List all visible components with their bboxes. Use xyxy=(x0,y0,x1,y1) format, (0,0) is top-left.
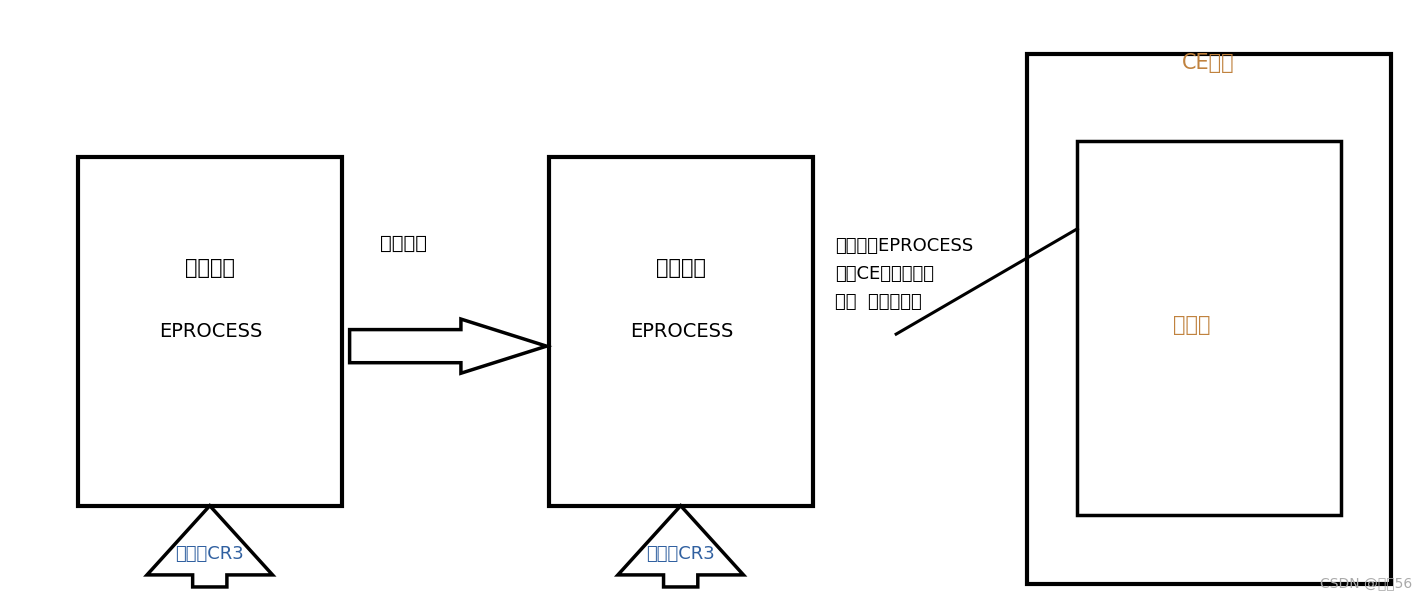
Polygon shape xyxy=(350,319,547,373)
Bar xyxy=(78,157,342,506)
Text: 复制一份: 复制一份 xyxy=(381,234,427,253)
Text: 把复制的EPROCESS
放到CE进程的句柄
表内  并修放权限: 把复制的EPROCESS 放到CE进程的句柄 表内 并修放权限 xyxy=(835,237,973,311)
Text: 游戏进程: 游戏进程 xyxy=(656,258,706,278)
Text: 游戏的CR3: 游戏的CR3 xyxy=(646,545,715,563)
Text: 游戏进程: 游戏进程 xyxy=(186,258,235,278)
Text: EPROCESS: EPROCESS xyxy=(629,321,733,341)
Polygon shape xyxy=(618,506,743,587)
Text: 自己的CR3: 自己的CR3 xyxy=(176,545,244,563)
Text: 句柄表: 句柄表 xyxy=(1173,315,1210,335)
Polygon shape xyxy=(147,506,273,587)
Bar xyxy=(1077,141,1341,515)
Bar xyxy=(549,157,813,506)
Text: EPROCESS: EPROCESS xyxy=(158,321,263,341)
Text: CSDN @鬼手56: CSDN @鬼手56 xyxy=(1320,576,1413,590)
Bar xyxy=(1027,54,1391,584)
Text: CE进程: CE进程 xyxy=(1183,53,1234,73)
